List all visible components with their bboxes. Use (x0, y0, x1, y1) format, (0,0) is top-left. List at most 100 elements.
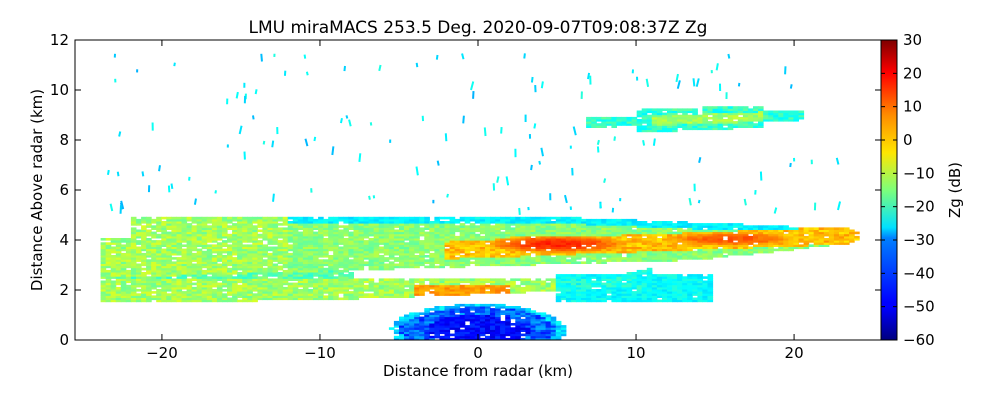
reflectivity-cell (631, 252, 638, 256)
reflectivity-cell (611, 235, 617, 239)
reflectivity-cell (707, 252, 714, 256)
reflectivity-cell (216, 267, 223, 271)
reflectivity-cell (520, 244, 526, 247)
reflectivity-cell (646, 299, 653, 303)
reflectivity-cell (449, 323, 456, 326)
reflectivity-cell (318, 248, 324, 252)
reflectivity-cell (393, 250, 400, 254)
reflectivity-cell (237, 231, 243, 235)
reflectivity-cell (383, 248, 390, 252)
reflectivity-cell (621, 123, 628, 126)
reflectivity-cell (388, 280, 395, 284)
reflectivity-cell (737, 229, 744, 233)
reflectivity-cell (358, 216, 365, 220)
reflectivity-cell (510, 263, 516, 267)
reflectivity-cell (636, 272, 643, 275)
reflectivity-cell (479, 223, 486, 226)
reflectivity-cell (277, 223, 284, 226)
reflectivity-cell (252, 250, 258, 254)
reflectivity-cell (120, 269, 127, 273)
reflectivity-cell (110, 276, 117, 279)
reflectivity-cell (161, 295, 167, 298)
reflectivity-cell (156, 295, 162, 298)
reflectivity-cell (141, 221, 147, 224)
reflectivity-cell (469, 314, 476, 318)
reflectivity-cell (171, 291, 177, 294)
reflectivity-cell (646, 297, 653, 301)
reflectivity-cell (495, 308, 501, 311)
reflectivity-cell (343, 295, 349, 298)
reflectivity-cell (495, 235, 501, 239)
reflectivity-cell (333, 223, 339, 226)
reflectivity-cell (662, 255, 668, 258)
reflectivity-cell (186, 252, 193, 256)
reflectivity-cell (171, 216, 177, 220)
reflectivity-cell (798, 116, 805, 120)
reflectivity-cell (247, 255, 253, 258)
reflectivity-cell (237, 289, 243, 292)
reflectivity-cell (606, 252, 612, 256)
reflectivity-cell (277, 280, 284, 284)
reflectivity-cell (297, 274, 304, 277)
reflectivity-cell (399, 293, 405, 296)
reflectivity-cell (323, 238, 329, 241)
reflectivity-cell (656, 231, 663, 235)
reflectivity-cell (130, 272, 137, 275)
reflectivity-cell (373, 286, 380, 290)
reflectivity-cell (530, 227, 537, 230)
reflectivity-cell (616, 233, 622, 237)
reflectivity-cell (429, 337, 435, 340)
reflectivity-cell (444, 248, 451, 252)
reflectivity-cell (672, 293, 678, 296)
reflectivity-cell (616, 116, 622, 120)
reflectivity-cell (399, 250, 405, 254)
reflectivity-cell (429, 259, 435, 262)
reflectivity-cell (292, 265, 299, 269)
reflectivity-cell (348, 265, 354, 269)
reflectivity-cell (161, 225, 167, 228)
reflectivity-cell (353, 282, 360, 286)
reflectivity-cell (206, 225, 213, 228)
reflectivity-cell (393, 295, 400, 298)
reflectivity-cell (378, 223, 385, 226)
reflectivity-cell (555, 225, 562, 228)
reflectivity-cell (576, 291, 582, 294)
reflectivity-cell (636, 255, 643, 258)
reflectivity-cell (641, 297, 648, 301)
reflectivity-cell (419, 278, 425, 281)
reflectivity-cell (570, 218, 577, 222)
reflectivity-cell (712, 244, 719, 247)
reflectivity-cell (474, 218, 481, 222)
reflectivity-cell (656, 280, 663, 284)
reflectivity-cell (272, 289, 279, 292)
reflectivity-cell (186, 263, 193, 267)
reflectivity-cell (130, 261, 137, 264)
reflectivity-cell (641, 114, 648, 118)
reflectivity-cell (419, 337, 425, 340)
reflectivity-cell (565, 231, 572, 235)
reflectivity-cell (333, 269, 339, 273)
reflectivity-cell (515, 327, 521, 330)
reflectivity-cell (181, 276, 188, 279)
reflectivity-cell (753, 108, 759, 111)
reflectivity-cell (399, 231, 405, 235)
reflectivity-cell (323, 291, 329, 294)
reflectivity-cell (454, 306, 461, 309)
reflectivity-cell (667, 276, 673, 279)
reflectivity-cell (601, 225, 607, 228)
reflectivity-cell (323, 286, 329, 290)
reflectivity-cell (490, 229, 496, 233)
reflectivity-cell (222, 225, 228, 228)
reflectivity-cell (216, 227, 223, 230)
reflectivity-cell (434, 278, 440, 281)
reflectivity-cell (576, 225, 582, 228)
reflectivity-cell (747, 229, 754, 233)
reflectivity-cell (490, 227, 496, 230)
reflectivity-cell (383, 225, 390, 228)
reflectivity-cell (545, 227, 552, 230)
reflectivity-cell (282, 269, 289, 273)
reflectivity-cell (773, 119, 779, 122)
reflectivity-cell (130, 240, 137, 243)
reflectivity-cell (565, 242, 572, 245)
reflectivity-cell (424, 337, 430, 340)
